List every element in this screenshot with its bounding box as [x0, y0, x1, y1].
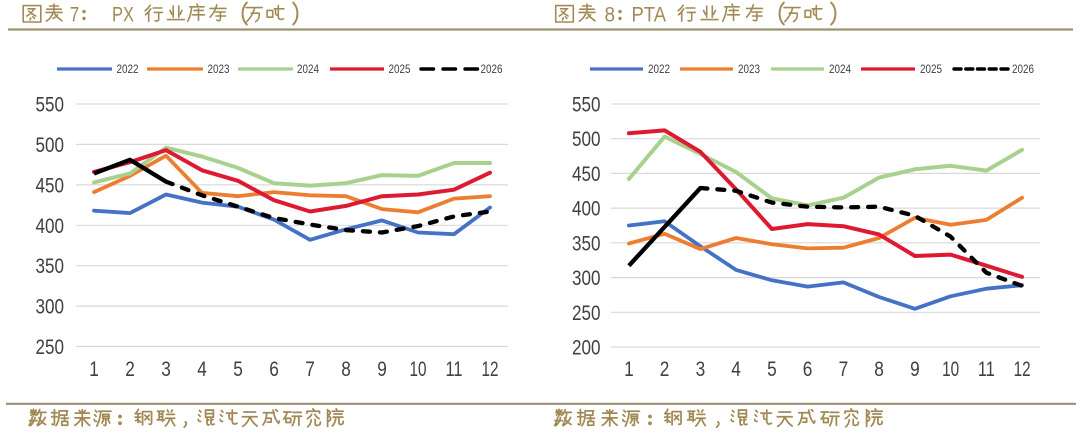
svg-text:200: 200 — [572, 337, 601, 360]
svg-text:1: 1 — [624, 358, 634, 381]
svg-text:300: 300 — [572, 267, 601, 290]
svg-text:2023: 2023 — [208, 64, 230, 76]
svg-text:12: 12 — [482, 358, 499, 381]
svg-text:11: 11 — [446, 358, 463, 381]
svg-text:9: 9 — [377, 358, 387, 381]
svg-text:5: 5 — [233, 358, 243, 381]
svg-text:300: 300 — [36, 296, 65, 319]
svg-text:6: 6 — [269, 358, 279, 381]
svg-text:400: 400 — [572, 198, 601, 221]
svg-text:2: 2 — [125, 358, 135, 381]
svg-text:7: 7 — [305, 358, 315, 381]
svg-text:5: 5 — [767, 358, 777, 381]
svg-text:350: 350 — [572, 232, 601, 255]
svg-text:2024: 2024 — [297, 64, 320, 76]
svg-text:2024: 2024 — [829, 64, 852, 76]
svg-text:7: 7 — [839, 358, 849, 381]
svg-text:8: 8 — [874, 358, 884, 381]
svg-text:PX: PX — [112, 4, 134, 27]
svg-text:500: 500 — [36, 134, 65, 157]
svg-text:550: 550 — [36, 94, 65, 117]
svg-text:3: 3 — [696, 358, 706, 381]
svg-text:450: 450 — [572, 163, 601, 186]
svg-text:10: 10 — [410, 358, 427, 381]
svg-text:8: 8 — [605, 4, 616, 27]
svg-text:4: 4 — [731, 358, 741, 381]
svg-text:350: 350 — [36, 255, 65, 278]
svg-text:2: 2 — [660, 358, 670, 381]
svg-text:250: 250 — [36, 336, 65, 359]
svg-text:400: 400 — [36, 215, 65, 238]
svg-text:450: 450 — [36, 174, 65, 197]
svg-text:2022: 2022 — [117, 64, 139, 76]
svg-text:9: 9 — [910, 358, 920, 381]
svg-text:7: 7 — [70, 4, 80, 27]
svg-text:8: 8 — [341, 358, 351, 381]
svg-text:10: 10 — [942, 358, 959, 381]
svg-text:4: 4 — [197, 358, 207, 381]
svg-text:500: 500 — [572, 128, 601, 151]
svg-text:2025: 2025 — [389, 64, 411, 76]
svg-text:2026: 2026 — [1012, 64, 1034, 76]
svg-text:2022: 2022 — [648, 64, 670, 76]
svg-text:6: 6 — [803, 358, 813, 381]
svg-text:11: 11 — [978, 358, 995, 381]
svg-text:2025: 2025 — [920, 64, 942, 76]
svg-text:550: 550 — [572, 94, 601, 117]
svg-text:250: 250 — [572, 302, 601, 325]
svg-text:PTA: PTA — [632, 4, 667, 27]
svg-text:1: 1 — [89, 358, 99, 381]
svg-text:2023: 2023 — [738, 64, 760, 76]
svg-text:2026: 2026 — [481, 64, 503, 76]
svg-text:12: 12 — [1014, 358, 1031, 381]
svg-text:3: 3 — [161, 358, 171, 381]
